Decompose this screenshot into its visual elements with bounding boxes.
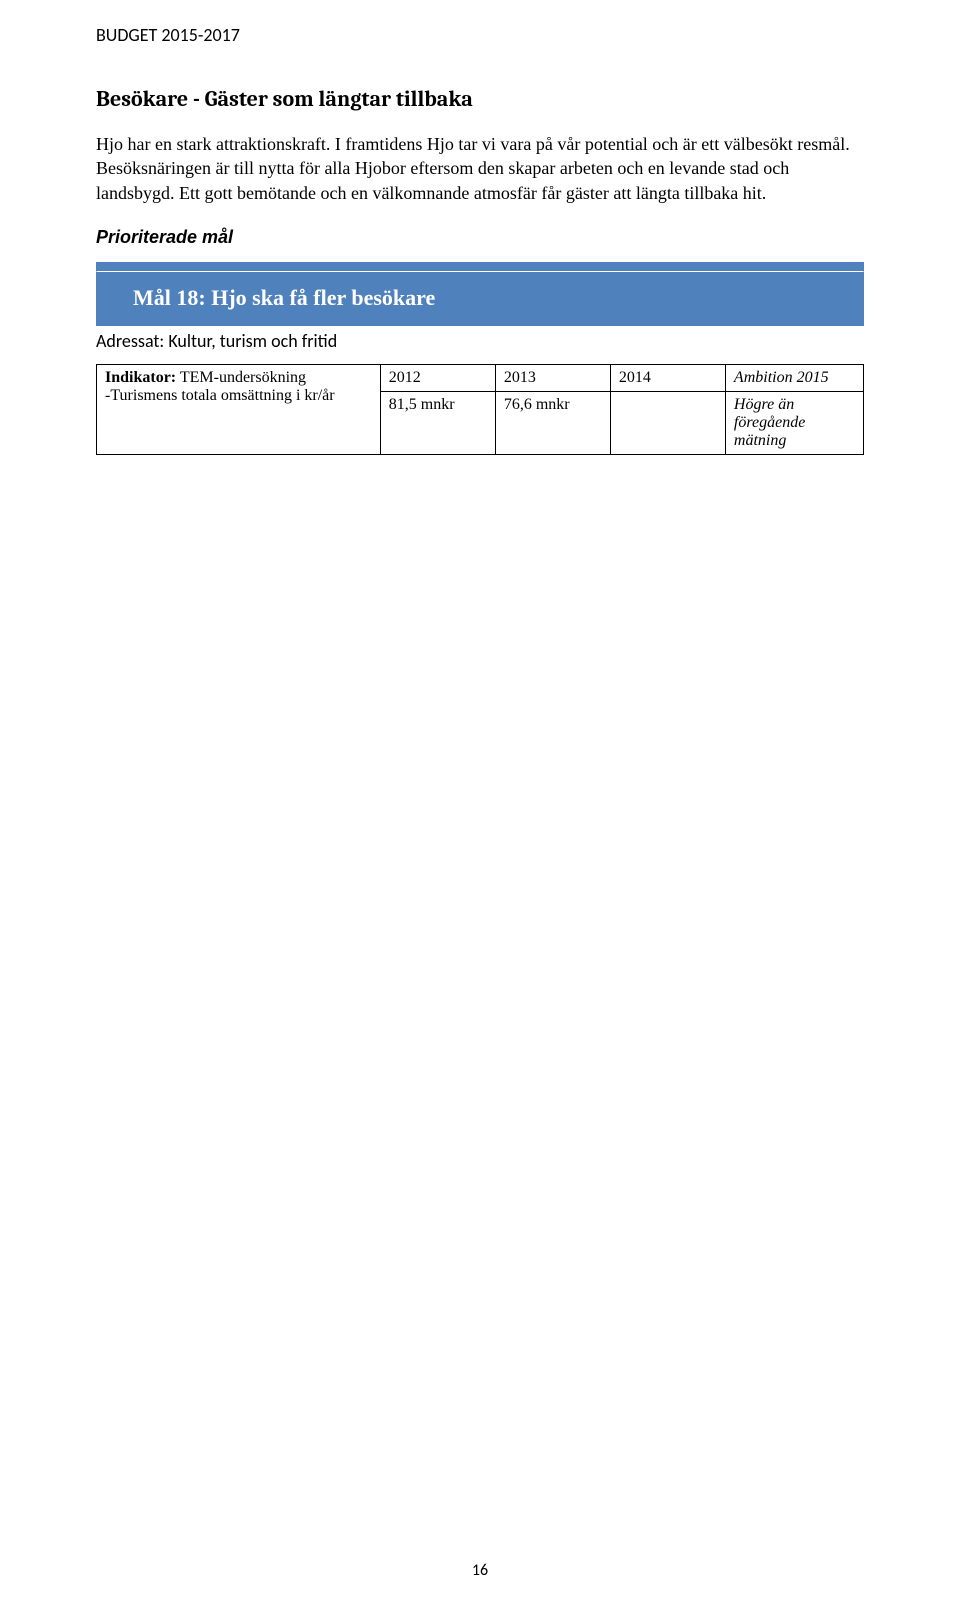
running-header: BUDGET 2015-2017 bbox=[96, 24, 864, 46]
goal-block: Mål 18: Hjo ska få fler besökare bbox=[96, 262, 864, 326]
indicator-label-bold: Indikator: bbox=[105, 369, 176, 386]
prioriterade-mal-heading: Prioriterade mål bbox=[96, 227, 864, 248]
header-2014: 2014 bbox=[610, 364, 725, 391]
body-paragraph: Hjo har en stark attraktionskraft. I fra… bbox=[96, 132, 864, 205]
goal-title: Mål 18: Hjo ska få fler besökare bbox=[133, 285, 435, 310]
header-ambition: Ambition 2015 bbox=[725, 364, 863, 391]
goal-header-main: Mål 18: Hjo ska få fler besökare bbox=[96, 272, 864, 326]
indicator-table: Indikator: TEM-undersökning -Turismens t… bbox=[96, 364, 864, 455]
val-2012: 81,5 mnkr bbox=[380, 391, 495, 454]
val-ambition: Högre än föregående mätning bbox=[725, 391, 863, 454]
table-row: Indikator: TEM-undersökning -Turismens t… bbox=[97, 364, 864, 391]
page-number: 16 bbox=[0, 1561, 960, 1580]
indicator-cell: Indikator: TEM-undersökning -Turismens t… bbox=[97, 364, 381, 454]
indicator-label-rest: TEM-undersökning bbox=[176, 369, 306, 386]
val-2013: 76,6 mnkr bbox=[495, 391, 610, 454]
section-title: Besökare - Gäster som längtar tillbaka bbox=[96, 86, 864, 112]
addressat-line: Adressat: Kultur, turism och fritid bbox=[96, 330, 864, 352]
header-2012: 2012 bbox=[380, 364, 495, 391]
goal-header-strip bbox=[96, 262, 864, 272]
header-2013: 2013 bbox=[495, 364, 610, 391]
page: BUDGET 2015-2017 Besökare - Gäster som l… bbox=[0, 0, 960, 1598]
val-2014 bbox=[610, 391, 725, 454]
indicator-sub: -Turismens totala omsättning i kr/år bbox=[105, 387, 335, 404]
